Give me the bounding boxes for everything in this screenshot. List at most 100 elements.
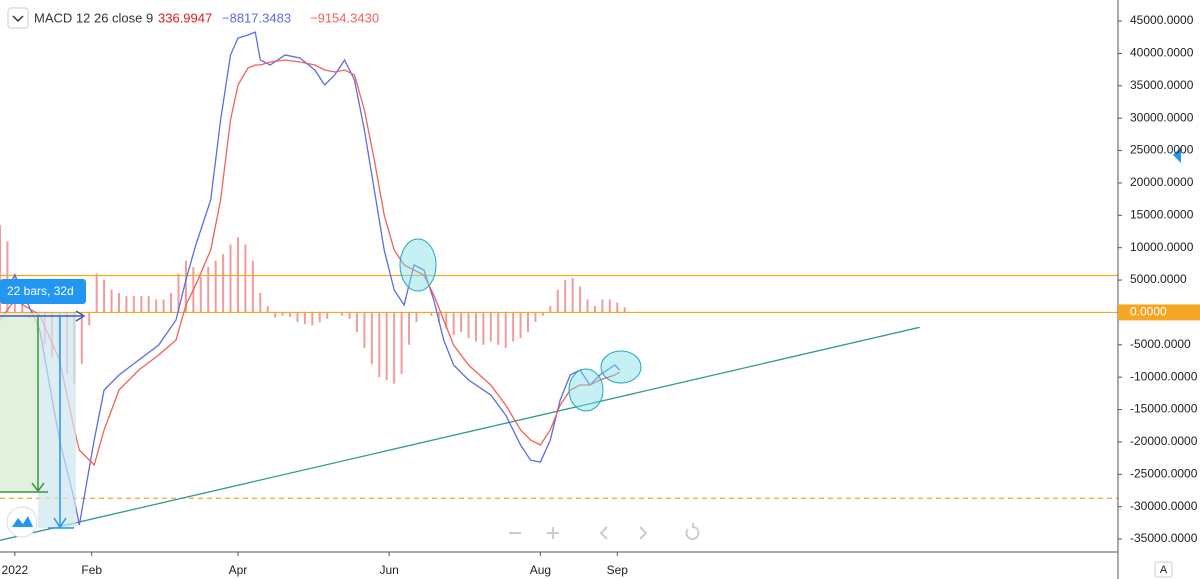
chevron-icon <box>12 15 24 23</box>
histogram-bar <box>177 273 180 313</box>
histogram-bar <box>236 237 239 313</box>
y-tick-label: -35000.0000 <box>1130 531 1198 545</box>
histogram-bar <box>363 312 366 349</box>
x-tick-label: Jun <box>380 563 399 577</box>
histogram-bar <box>489 312 492 342</box>
collapse-button[interactable] <box>7 7 29 29</box>
plot-area <box>0 31 1118 541</box>
histogram-bar <box>527 312 530 332</box>
histogram-bar <box>445 312 448 329</box>
histogram-bar <box>616 302 619 313</box>
histogram-bar <box>199 276 202 313</box>
x-tick-label: Apr <box>229 563 248 577</box>
signal-value: −9154.3430 <box>310 10 379 25</box>
y-tick-label: 35000.0000 <box>1130 78 1194 92</box>
histogram-bar <box>341 312 344 316</box>
y-tick-label: -5000.0000 <box>1130 337 1191 351</box>
scroll-right-button[interactable] <box>639 526 648 540</box>
series-line <box>0 31 621 526</box>
histogram-bar <box>274 312 277 318</box>
highlight-ellipse <box>600 350 642 384</box>
histogram-bar <box>556 289 559 313</box>
measure-range <box>0 313 38 493</box>
histogram-bar <box>452 312 455 336</box>
histogram-bar <box>482 312 485 345</box>
y-tick-label: -15000.0000 <box>1130 402 1198 416</box>
histogram-bar <box>6 241 9 313</box>
histogram-bar <box>534 312 537 323</box>
histogram-bar <box>117 292 120 313</box>
histogram-bar <box>296 312 299 323</box>
x-tick-label: Feb <box>81 563 102 577</box>
histogram-bar <box>266 305 269 313</box>
histogram-bar <box>430 312 433 316</box>
toolbar <box>509 523 700 540</box>
scroll-left-button[interactable] <box>599 526 608 540</box>
side-icon[interactable] <box>1173 147 1181 163</box>
measure-arrow <box>75 310 86 322</box>
histogram-bar <box>110 289 113 313</box>
x-tick-label: Sep <box>607 563 629 577</box>
x-tick-label: 2022 <box>2 563 29 577</box>
histogram-bar <box>259 292 262 313</box>
trendline <box>0 326 920 541</box>
histogram-bar <box>408 312 411 345</box>
measure-arrow <box>31 482 45 493</box>
histogram-bar <box>0 225 1 313</box>
histogram-bar <box>214 260 217 313</box>
histogram-bar <box>303 312 306 325</box>
histogram-bar <box>385 312 388 381</box>
histogram-bar <box>326 312 329 319</box>
histogram-bar <box>318 312 321 323</box>
histogram-bar <box>623 307 626 313</box>
histogram-bar <box>586 299 589 313</box>
histogram-bar <box>162 299 165 313</box>
histogram-bar <box>608 299 611 313</box>
histogram-bar <box>355 312 358 332</box>
histogram-bar <box>155 299 158 313</box>
histogram-bar <box>541 312 544 316</box>
histogram-bar <box>251 260 254 313</box>
histogram-bar <box>244 244 247 313</box>
histogram-bar <box>370 312 373 365</box>
logo-icon <box>12 516 33 527</box>
histogram-bar <box>289 312 292 317</box>
histogram-bar <box>80 312 83 365</box>
histogram-bar <box>125 296 128 313</box>
histogram-bar <box>147 296 150 313</box>
histogram-bar <box>378 312 381 378</box>
scale-button-box[interactable] <box>1154 561 1173 578</box>
histogram-bar <box>549 305 552 313</box>
scale-button[interactable]: A <box>1160 564 1168 576</box>
y-tick-label: 40000.0000 <box>1130 46 1194 60</box>
y-tick-label: -20000.0000 <box>1130 434 1198 448</box>
y-tick-label: 10000.0000 <box>1130 240 1194 254</box>
measure-range <box>38 313 76 528</box>
y-tick-label: -30000.0000 <box>1130 499 1198 513</box>
histogram-bar <box>393 312 396 384</box>
histogram-value: 336.9947 <box>158 10 212 25</box>
series-line <box>0 59 621 467</box>
histogram-bar <box>564 280 567 313</box>
histogram-bar <box>460 312 463 332</box>
histogram-bar <box>437 312 440 323</box>
macd-value: −8817.3483 <box>222 10 291 25</box>
highlight-ellipse <box>568 368 604 412</box>
histogram-bar <box>95 273 98 313</box>
price-badge-label: 0.0000 <box>1130 305 1167 319</box>
histogram-bar <box>504 312 507 349</box>
histogram-bar <box>415 312 418 323</box>
histogram-bar <box>497 312 500 345</box>
histogram-bar <box>422 312 425 314</box>
measure-arrow <box>53 517 67 529</box>
histogram-bar <box>579 286 582 313</box>
reset-button[interactable] <box>685 523 700 540</box>
histogram-bar <box>519 312 522 339</box>
histogram-bar <box>311 312 314 326</box>
logo[interactable] <box>6 506 38 538</box>
histogram-bar <box>170 292 173 313</box>
histogram-bar <box>593 305 596 313</box>
y-tick-label: 15000.0000 <box>1130 207 1194 221</box>
